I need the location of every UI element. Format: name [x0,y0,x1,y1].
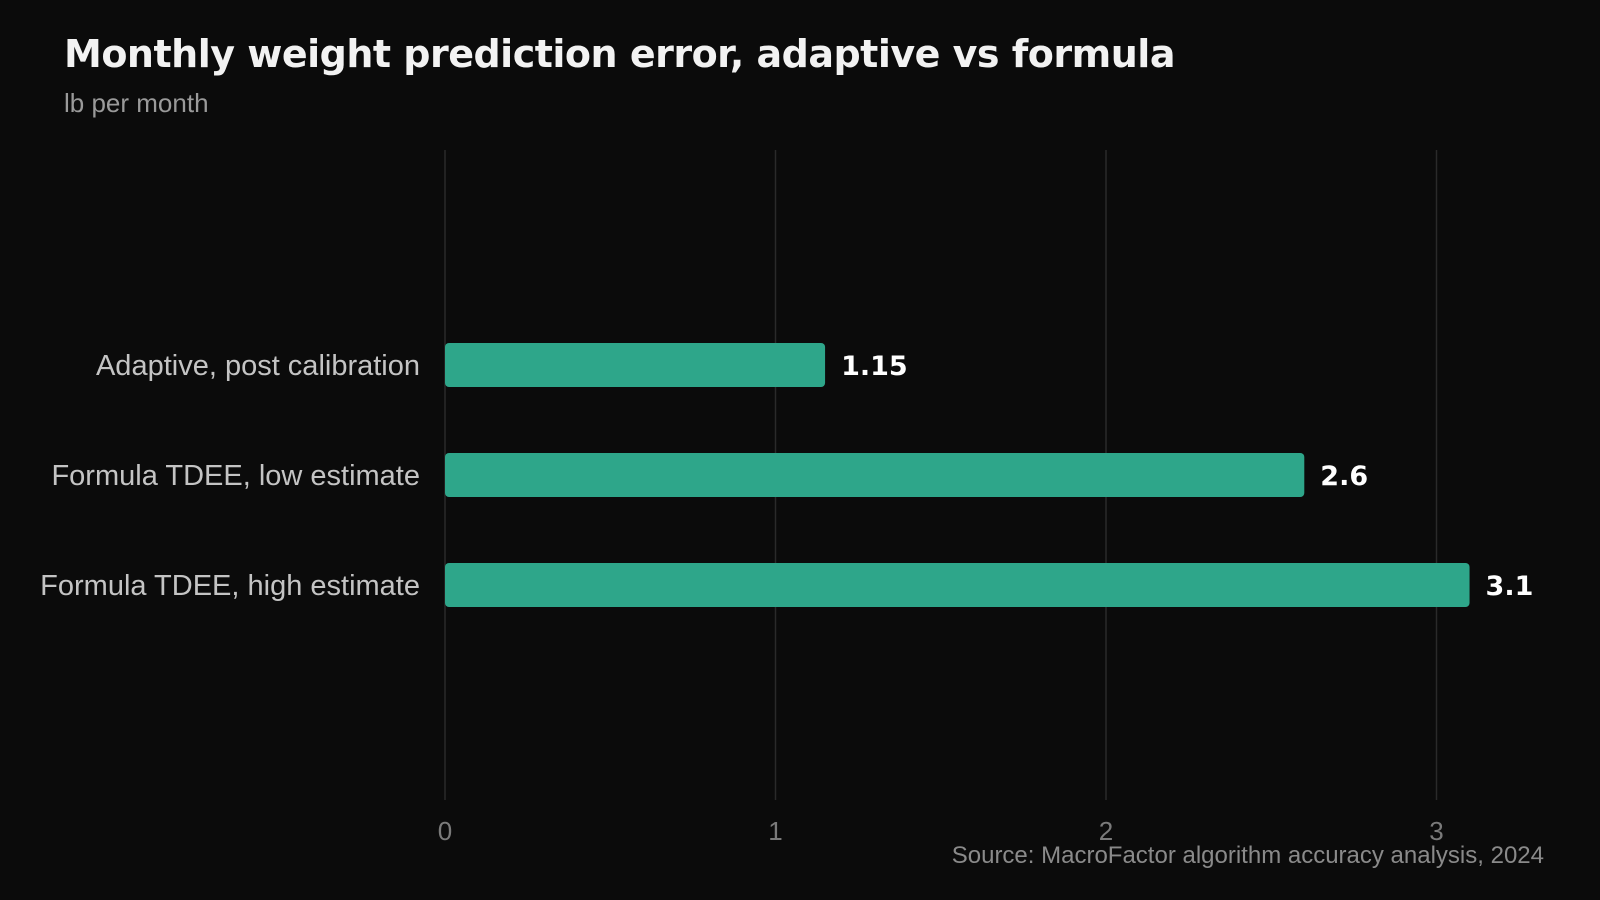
source-note: Source: MacroFactor algorithm accuracy a… [951,842,1544,869]
bar [445,343,826,387]
bars [445,343,1470,607]
bar [445,453,1305,497]
x-tick-label: 1 [768,816,782,846]
x-tick-label: 2 [1099,816,1113,846]
chart-title: Monthly weight prediction error, adaptiv… [64,32,1175,76]
chart-subtitle: lb per month [64,88,209,118]
data-label: 3.1 [1486,571,1534,602]
category-label: Adaptive, post calibration [96,350,420,382]
data-label: 1.15 [841,351,908,382]
category-label: Formula TDEE, low estimate [51,460,420,492]
labels: 0 1 2 3 Adaptive, post calibration 1.15 Formul… [40,350,1533,846]
category-label: Formula TDEE, high estimate [40,570,420,602]
x-tick-label: 0 [438,816,452,846]
data-label: 2.6 [1320,461,1368,492]
bar [445,563,1470,607]
x-tick-label: 3 [1429,816,1443,846]
